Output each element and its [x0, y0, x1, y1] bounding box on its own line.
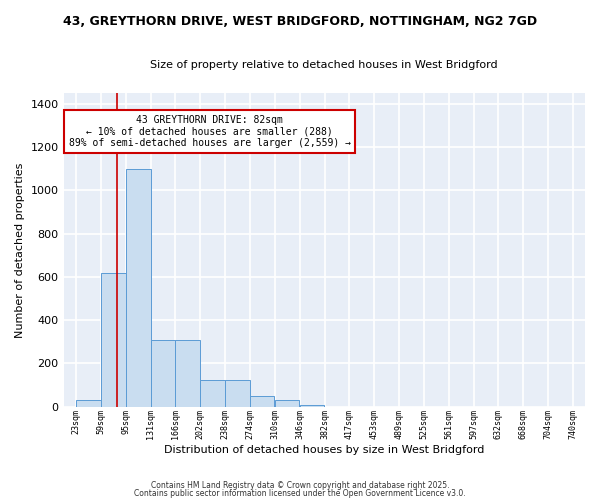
Bar — [275, 400, 299, 406]
Text: Contains public sector information licensed under the Open Government Licence v3: Contains public sector information licen… — [134, 488, 466, 498]
Bar — [300, 404, 325, 406]
Bar — [250, 396, 274, 406]
Text: 43, GREYTHORN DRIVE, WEST BRIDGFORD, NOTTINGHAM, NG2 7GD: 43, GREYTHORN DRIVE, WEST BRIDGFORD, NOT… — [63, 15, 537, 28]
Bar — [76, 400, 101, 406]
Bar — [126, 168, 151, 406]
X-axis label: Distribution of detached houses by size in West Bridgford: Distribution of detached houses by size … — [164, 445, 484, 455]
Bar — [175, 340, 200, 406]
Bar — [101, 272, 125, 406]
Text: Contains HM Land Registry data © Crown copyright and database right 2025.: Contains HM Land Registry data © Crown c… — [151, 481, 449, 490]
Bar — [200, 380, 224, 406]
Text: 43 GREYTHORN DRIVE: 82sqm
← 10% of detached houses are smaller (288)
89% of semi: 43 GREYTHORN DRIVE: 82sqm ← 10% of detac… — [68, 115, 350, 148]
Title: Size of property relative to detached houses in West Bridgford: Size of property relative to detached ho… — [151, 60, 498, 70]
Bar — [151, 340, 175, 406]
Bar — [225, 380, 250, 406]
Y-axis label: Number of detached properties: Number of detached properties — [15, 162, 25, 338]
